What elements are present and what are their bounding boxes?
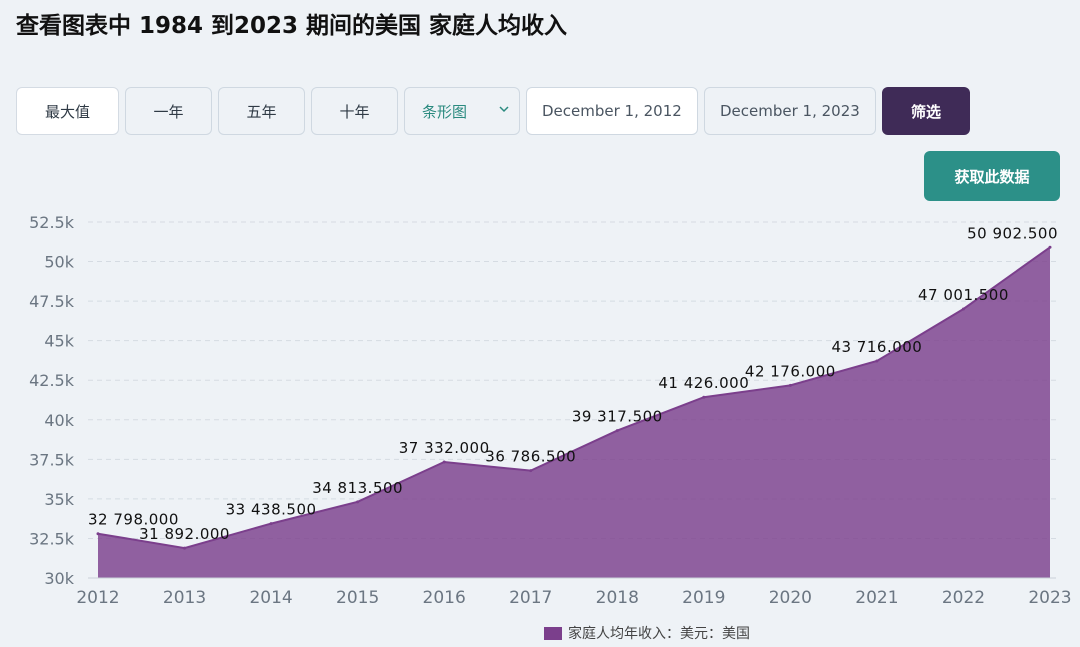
- y-tick-label: 30k: [44, 569, 74, 588]
- data-point: [961, 307, 965, 311]
- data-label: 42 176.000: [745, 362, 836, 380]
- data-point: [1048, 245, 1052, 249]
- chart-type-selected-label: 条形图: [422, 102, 468, 121]
- chevron-down-icon: [499, 106, 509, 113]
- x-tick-label: 2016: [423, 588, 466, 608]
- data-label: 39 317.500: [572, 408, 663, 426]
- y-tick-label: 35k: [44, 490, 74, 509]
- range-10y-button[interactable]: 十年: [311, 87, 398, 135]
- x-tick-label: 2015: [336, 588, 379, 608]
- x-tick-label: 2019: [682, 588, 725, 608]
- data-point: [875, 359, 879, 363]
- data-label: 31 892.000: [139, 525, 230, 543]
- end-date-input[interactable]: December 1, 2023: [704, 87, 876, 135]
- range-1y-button[interactable]: 一年: [125, 87, 212, 135]
- data-point: [183, 546, 187, 550]
- data-label: 50 902.500: [967, 224, 1058, 242]
- data-label: 36 786.500: [485, 448, 576, 466]
- x-tick-label: 2017: [509, 588, 552, 608]
- y-tick-label: 42.5k: [29, 371, 75, 390]
- x-tick-label: 2020: [769, 588, 812, 608]
- legend-series-label: 家庭人均年收入：美元：美国: [568, 626, 750, 642]
- legend-swatch: [544, 626, 562, 640]
- data-point: [615, 429, 619, 433]
- page-title: 查看图表中 1984 到2023 期间的美国 家庭人均收入: [16, 13, 568, 39]
- chart-legend: 家庭人均年收入：美元：美国: [0, 623, 1080, 643]
- area-series-fill: [98, 247, 1050, 578]
- x-tick-label: 2012: [76, 588, 119, 608]
- data-point: [788, 383, 792, 387]
- area-chart: 30k 32.5k 35k 37.5k 40k 42.5k 45k 47.5k 50k 52.5k…: [29, 213, 1072, 608]
- data-label: 34 813.500: [312, 479, 403, 497]
- x-tick-label: 2014: [249, 588, 292, 608]
- range-max-button[interactable]: 最大值: [16, 87, 119, 135]
- x-tick-label: 2013: [163, 588, 206, 608]
- range-5y-button[interactable]: 五年: [218, 87, 305, 135]
- data-point: [96, 532, 100, 536]
- data-point: [702, 395, 706, 399]
- data-label: 33 438.500: [226, 501, 317, 519]
- get-data-button[interactable]: 获取此数据: [924, 151, 1060, 201]
- y-tick-label: 40k: [44, 411, 74, 430]
- data-label: 37 332.000: [399, 439, 490, 457]
- data-label: 43 716.000: [831, 338, 922, 356]
- data-point: [442, 460, 446, 464]
- data-label: 32 798.000: [88, 511, 179, 529]
- y-tick-label: 47.5k: [29, 292, 75, 311]
- data-label: 41 426.000: [658, 374, 749, 392]
- y-tick-label: 45k: [44, 332, 74, 351]
- start-date-input[interactable]: December 1, 2012: [526, 87, 698, 135]
- filter-button[interactable]: 筛选: [882, 87, 970, 135]
- y-tick-label: 52.5k: [29, 213, 75, 232]
- y-tick-label: 37.5k: [29, 450, 75, 469]
- x-tick-label: 2018: [596, 588, 639, 608]
- y-tick-label: 50k: [44, 253, 74, 272]
- data-point: [356, 500, 360, 504]
- data-point: [269, 522, 273, 526]
- x-tick-label: 2022: [942, 588, 985, 608]
- x-tick-label: 2021: [855, 588, 898, 608]
- chart-type-select[interactable]: 条形图: [404, 87, 520, 135]
- data-point: [529, 469, 533, 473]
- area-series-line: [97, 246, 1051, 550]
- data-label: 47 001.500: [918, 286, 1009, 304]
- y-tick-label: 32.5k: [29, 529, 75, 548]
- x-tick-label: 2023: [1028, 588, 1071, 608]
